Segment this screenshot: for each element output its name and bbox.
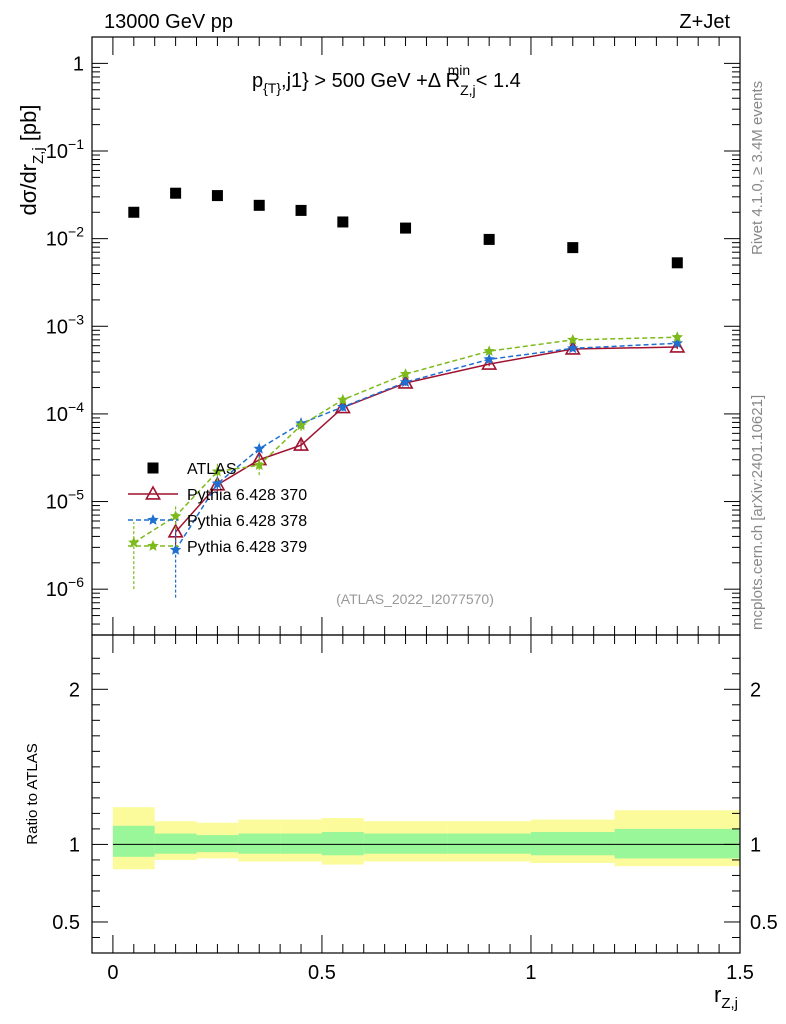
legend-label: Pythia 6.428 378 xyxy=(187,513,307,530)
x-tick-label: 1 xyxy=(525,962,536,984)
data-point xyxy=(337,216,349,228)
ratio-y-tick-label-right: 0.5 xyxy=(750,912,778,934)
data-point xyxy=(253,199,265,211)
x-tick-label: 0.5 xyxy=(308,962,336,984)
y-tick-label: 10−6 xyxy=(46,574,84,601)
ratio-y-tick-label-right: 2 xyxy=(750,679,761,701)
star-marker xyxy=(147,514,159,525)
star-marker xyxy=(483,353,495,365)
star-marker xyxy=(337,393,349,405)
y-tick-label: 10−5 xyxy=(46,487,84,514)
data-point xyxy=(671,257,683,269)
star-marker xyxy=(483,345,495,356)
series-pythia-6-428-379 xyxy=(128,331,683,590)
ratio-y-axis-label: Ratio to ATLAS xyxy=(24,743,41,844)
triangle-marker xyxy=(144,485,162,500)
ratio-y-tick-label: 2 xyxy=(69,679,80,701)
star-marker xyxy=(169,544,182,555)
main-panel: 1 10−1 10−2 10−3 10−4 10−5 10−6 dσ/drZ,j [pb] xyxy=(16,36,741,636)
inner-band xyxy=(154,833,197,854)
data-point xyxy=(295,204,307,216)
star-marker xyxy=(567,333,579,345)
star-marker xyxy=(253,442,265,454)
analysis-id-label: (ATLAS_2022_I2077570) xyxy=(336,591,494,607)
data-point xyxy=(211,190,223,202)
ratio-y-tick-label-right: 1 xyxy=(750,834,761,856)
mcplots-label: mcplots.cern.ch [arXiv:2401.10621] xyxy=(749,395,766,630)
ratio-frame xyxy=(91,634,741,954)
data-point xyxy=(483,233,495,245)
star-marker xyxy=(211,477,224,489)
star-marker xyxy=(399,368,412,379)
star-marker xyxy=(128,536,140,548)
star-marker xyxy=(399,376,412,388)
star-marker xyxy=(671,337,683,349)
y-tick-label: 10−4 xyxy=(46,399,84,426)
inner-band xyxy=(238,833,281,854)
star-marker xyxy=(253,459,265,470)
star-marker xyxy=(567,342,579,354)
inner-band xyxy=(321,832,364,856)
star-marker xyxy=(147,540,159,551)
legend-marker xyxy=(147,462,159,474)
data-point xyxy=(128,206,140,218)
star-marker xyxy=(295,419,307,431)
legend-label: Pythia 6.428 370 xyxy=(187,487,307,504)
star-marker xyxy=(211,465,224,477)
inner-band xyxy=(280,833,322,854)
star-marker xyxy=(337,401,349,412)
inner-band xyxy=(447,833,531,854)
data-point xyxy=(567,242,579,254)
x-tick-label: 0 xyxy=(107,962,118,984)
inner-band xyxy=(363,833,448,854)
cut-label: p{T},j1} > 500 GeV +Δ RZ,jmin < 1.4 xyxy=(252,62,521,98)
legend: ATLAS Pythia 6.428 370 Pythia 6.428 378 Pyt… xyxy=(128,461,307,556)
inner-band xyxy=(196,835,239,853)
beam-label: 13000 GeV pp xyxy=(104,11,233,33)
x-axis-label: rZ,j xyxy=(714,982,738,1012)
rivet-version-label: Rivet 4.1.0, ≥ 3.4M events xyxy=(749,81,766,255)
data-point xyxy=(170,187,182,199)
star-marker xyxy=(671,331,683,343)
ratio-y-tick-label: 1 xyxy=(69,834,80,856)
series-line xyxy=(133,336,678,544)
triangle-marker xyxy=(669,338,686,353)
y-tick-label: 10−2 xyxy=(46,224,84,251)
y-tick-label: 10−1 xyxy=(46,136,84,163)
triangle-marker xyxy=(481,355,498,370)
ratio-panel: 0.5 0.5 1 1 2 2 0 0.5 1 1.5 Ratio to ATLAS rZ,j xyxy=(24,634,778,1012)
triangle-marker xyxy=(293,436,310,451)
y-tick-label: 1 xyxy=(73,53,84,75)
process-label: Z+Jet xyxy=(679,11,730,33)
ratio-y-tick-label: 0.5 xyxy=(52,912,80,934)
series-atlas xyxy=(128,187,683,269)
series-line xyxy=(175,346,678,533)
x-tick-label: 1.5 xyxy=(726,962,754,984)
y-tick-label: 10−3 xyxy=(46,311,84,338)
data-point xyxy=(400,222,412,234)
star-marker xyxy=(169,510,182,522)
inner-band xyxy=(614,828,740,859)
legend-label: ATLAS xyxy=(187,461,237,478)
y-axis-label: dσ/drZ,j [pb] xyxy=(16,105,47,216)
inner-band xyxy=(112,825,155,857)
inner-band xyxy=(530,832,615,856)
legend-label: Pythia 6.428 379 xyxy=(187,539,307,556)
